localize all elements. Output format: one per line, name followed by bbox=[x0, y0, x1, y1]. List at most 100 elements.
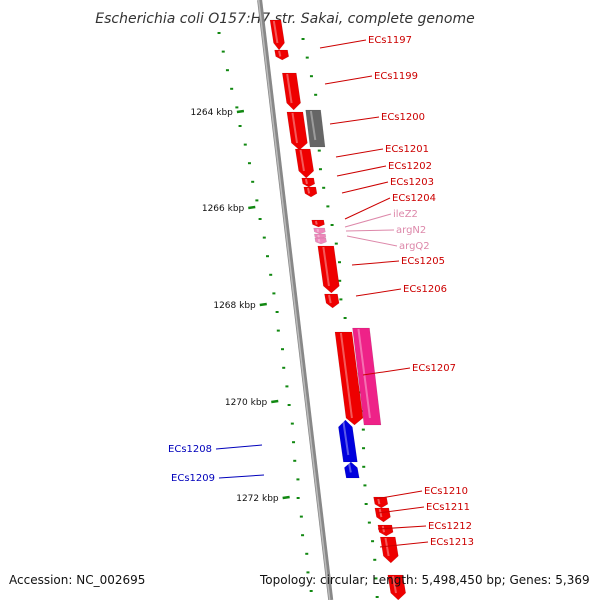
tick-label: 1264 kbp bbox=[190, 108, 233, 118]
gene-arrow-shading bbox=[377, 497, 381, 505]
gene-arrow-shading bbox=[339, 332, 353, 419]
gene-arrow[interactable] bbox=[379, 536, 399, 564]
gene-arrow-shading bbox=[317, 238, 321, 243]
gene-arrow-shading bbox=[357, 328, 371, 419]
gene-leader-line bbox=[324, 75, 373, 85]
gene-arrow[interactable] bbox=[334, 331, 364, 426]
gene-leader-line bbox=[351, 260, 400, 266]
gene-label[interactable]: argQ2 bbox=[399, 241, 430, 252]
gene-label[interactable]: ECs1206 bbox=[403, 284, 447, 295]
gene-arrow[interactable] bbox=[311, 219, 325, 228]
gene-label[interactable]: ECs1210 bbox=[424, 486, 468, 497]
scale-ticks: 1264 kbp 1266 kbp 1268 kbp 1270 kbp 1272 kbp bbox=[190, 108, 290, 504]
gene-label[interactable]: ECs1200 bbox=[381, 112, 425, 123]
gene-arrow-shading bbox=[307, 187, 311, 194]
gene-leader-line bbox=[341, 181, 389, 194]
gene-arrow[interactable] bbox=[269, 19, 285, 51]
tick-mark bbox=[271, 399, 279, 404]
gene-arrow[interactable] bbox=[303, 186, 318, 198]
gene-arrow[interactable] bbox=[286, 111, 308, 151]
map-title: Escherichia coli O157:H7 str. Sakai, com… bbox=[95, 11, 474, 27]
gene-arrow[interactable] bbox=[314, 237, 327, 245]
gene-leader-line bbox=[379, 541, 429, 548]
gene-leader-line bbox=[344, 197, 391, 220]
gene-leader-line bbox=[336, 165, 387, 177]
gene-label[interactable]: ECs1213 bbox=[430, 537, 474, 548]
gene-leader-line bbox=[374, 490, 423, 500]
gene-arrow[interactable] bbox=[317, 245, 340, 294]
gene-arrow-shading bbox=[392, 575, 397, 594]
gene-label[interactable]: ECs1202 bbox=[388, 161, 432, 172]
gene-leader-line bbox=[362, 367, 411, 376]
gene-arrow[interactable] bbox=[352, 327, 382, 426]
gene-label[interactable]: ECs1207 bbox=[412, 363, 456, 374]
gene-leader-line bbox=[355, 288, 402, 297]
gene-label[interactable]: ECs1211 bbox=[426, 502, 470, 513]
gene-label[interactable]: ECs1212 bbox=[428, 521, 472, 532]
gene-arrow-shading bbox=[314, 220, 318, 225]
gene-arrow-shading bbox=[286, 73, 293, 104]
gene-arrow[interactable] bbox=[281, 72, 301, 111]
gene-arrow[interactable] bbox=[324, 293, 340, 309]
gene-arrow-shading bbox=[347, 462, 352, 473]
gene-arrow-shading bbox=[342, 420, 350, 456]
gene-arrow-shading bbox=[316, 228, 320, 233]
gene-leader-line bbox=[329, 116, 380, 125]
gene-arrow[interactable] bbox=[305, 109, 326, 148]
gene-arrow[interactable] bbox=[301, 177, 316, 188]
gene-arrow-shading bbox=[384, 537, 390, 557]
gene-label[interactable]: ECs1204 bbox=[392, 193, 436, 204]
topology-text: Topology: circular; Length: 5,498,450 bp… bbox=[260, 573, 590, 587]
gene-arrow[interactable] bbox=[274, 49, 290, 61]
gene-arrow[interactable] bbox=[377, 524, 394, 537]
gene-leader-line bbox=[345, 229, 395, 232]
gene-leader-line bbox=[215, 444, 263, 450]
gene-arrow-shading bbox=[328, 294, 332, 304]
tick-label: 1272 kbp bbox=[236, 494, 279, 504]
gene-label[interactable]: argN2 bbox=[396, 225, 426, 236]
gene-label[interactable]: ECs1203 bbox=[390, 177, 434, 188]
tick-mark bbox=[282, 495, 290, 500]
tick-mark bbox=[236, 109, 245, 114]
gene-arrow[interactable] bbox=[387, 574, 406, 600]
gene-arrow[interactable] bbox=[344, 461, 360, 479]
tick-mark bbox=[259, 302, 267, 307]
gene-arrow[interactable] bbox=[313, 227, 326, 235]
gene-leader-line bbox=[346, 235, 398, 247]
gene-arrow-shading bbox=[299, 149, 305, 172]
gene-label[interactable]: ECs1208 bbox=[168, 444, 212, 455]
gene-label[interactable]: ECs1205 bbox=[401, 256, 445, 267]
gene-arrow-shading bbox=[304, 178, 308, 185]
gene-arrow[interactable] bbox=[374, 507, 391, 523]
gene-arrow-shading bbox=[291, 112, 298, 144]
tick-label: 1270 kbp bbox=[225, 398, 268, 408]
gene-labels: ECs1197 ECs1199 ECs1200 ECs1201 ECs1202 ECs12… bbox=[168, 35, 474, 548]
gene-features bbox=[269, 19, 406, 600]
gene-arrow-shading bbox=[272, 20, 279, 44]
accession-text: Accession: NC_002695 bbox=[9, 573, 146, 587]
gene-label[interactable]: ECs1201 bbox=[385, 144, 429, 155]
gene-label[interactable]: ileZ2 bbox=[393, 209, 418, 220]
gene-arrow-shading bbox=[278, 50, 282, 57]
tick-label: 1268 kbp bbox=[213, 301, 256, 311]
gene-leader-line bbox=[344, 213, 392, 228]
gene-arrow[interactable] bbox=[294, 148, 314, 179]
gene-label[interactable]: ECs1209 bbox=[171, 473, 215, 484]
gene-leader-line bbox=[377, 525, 427, 530]
gene-label[interactable]: ECs1197 bbox=[368, 35, 412, 46]
gene-leader-line bbox=[319, 39, 367, 49]
gene-leader-line bbox=[335, 148, 384, 158]
tick-mark bbox=[248, 205, 256, 210]
gene-leader-line bbox=[218, 474, 265, 479]
gene-label[interactable]: ECs1199 bbox=[374, 71, 418, 82]
gene-arrow-shading bbox=[317, 234, 320, 238]
gene-arrow-shading bbox=[309, 110, 317, 141]
gene-leader-line bbox=[377, 506, 425, 514]
gene-arrow-shading bbox=[322, 246, 330, 287]
tick-label: 1266 kbp bbox=[202, 204, 245, 214]
backbone-highlight bbox=[257, 0, 331, 600]
genome-backbone bbox=[257, 0, 334, 600]
backbone-line bbox=[257, 0, 334, 600]
gene-arrow[interactable] bbox=[338, 419, 358, 463]
